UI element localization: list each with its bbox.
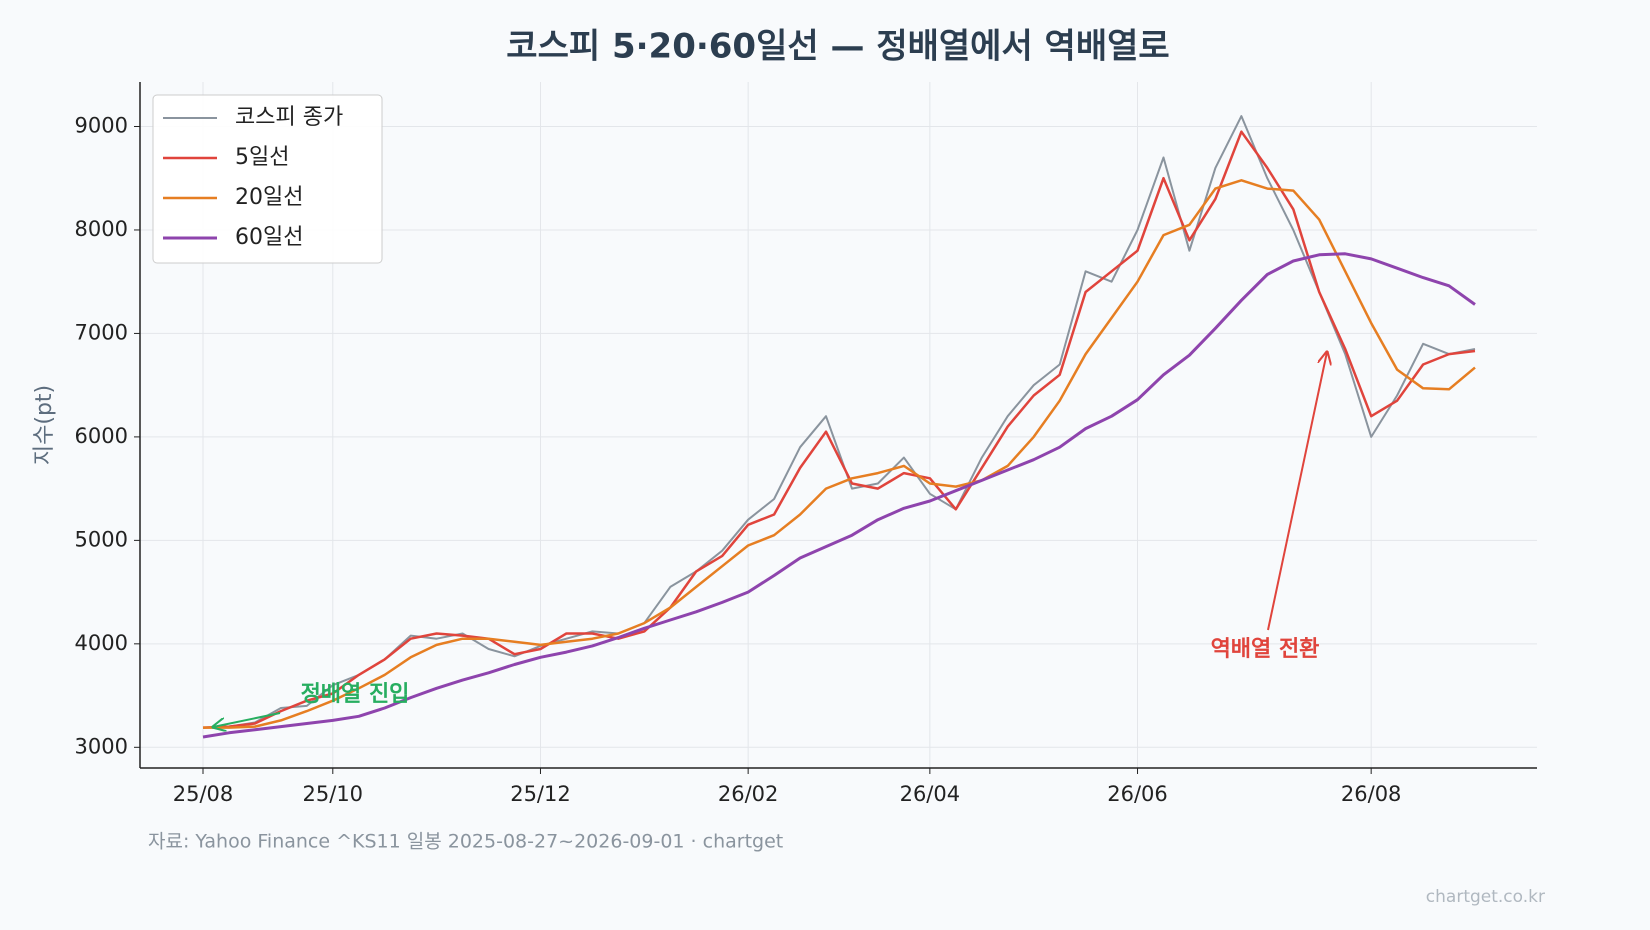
legend-label: 코스피 종가 bbox=[235, 105, 343, 130]
y-tick-label: 4000 bbox=[75, 631, 128, 655]
y-tick-label: 9000 bbox=[75, 113, 128, 137]
y-tick-label: 5000 bbox=[75, 527, 128, 551]
chart-title: 코스피 5·20·60일선 — 정배열에서 역배열로 bbox=[506, 27, 1169, 67]
annotation-text: 역배열 전환 bbox=[1211, 637, 1320, 662]
series-line bbox=[202, 115, 1476, 729]
source-note: 자료: Yahoo Finance ^KS11 일봉 2025-08-27~20… bbox=[148, 831, 783, 853]
annotation-text: 정배열 진입 bbox=[301, 682, 410, 707]
series-line bbox=[202, 130, 1476, 729]
x-tick-label: 25/08 bbox=[173, 782, 234, 806]
series-line bbox=[203, 179, 1476, 729]
y-axis-label: 지수(pt) bbox=[32, 385, 57, 465]
series-line bbox=[202, 252, 1476, 739]
y-tick-label: 7000 bbox=[75, 320, 128, 344]
x-tick-label: 25/10 bbox=[303, 782, 364, 806]
legend-label: 5일선 bbox=[235, 145, 289, 170]
x-tick-label: 26/06 bbox=[1107, 782, 1168, 806]
x-tick-label: 25/12 bbox=[510, 782, 571, 806]
x-tick-label: 26/02 bbox=[718, 782, 779, 806]
annotation-arrow bbox=[1267, 352, 1327, 631]
x-tick-label: 26/08 bbox=[1341, 782, 1402, 806]
x-tick-label: 26/04 bbox=[900, 782, 961, 806]
legend-box bbox=[152, 94, 383, 264]
legend-label: 20일선 bbox=[235, 185, 303, 210]
legend-label: 60일선 bbox=[235, 225, 303, 250]
y-tick-label: 8000 bbox=[75, 217, 128, 241]
watermark: chartget.co.kr bbox=[1426, 887, 1545, 907]
y-tick-label: 3000 bbox=[75, 734, 128, 758]
y-tick-label: 6000 bbox=[75, 424, 128, 448]
annotation-arrow bbox=[213, 712, 281, 727]
